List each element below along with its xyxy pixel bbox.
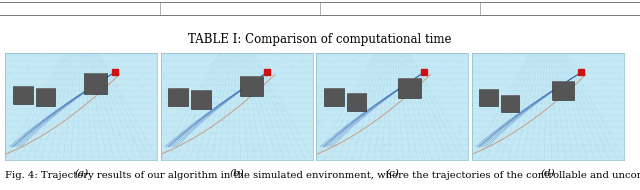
Text: TABLE I: Comparison of computational time: TABLE I: Comparison of computational tim… [188,33,452,46]
Bar [13,86,33,104]
Bar [324,88,344,106]
Text: (b): (b) [230,168,244,177]
Bar [500,95,519,112]
Bar [399,78,421,98]
Bar [191,90,211,108]
Bar [84,73,107,94]
Bar [552,81,573,100]
Bar [347,93,367,111]
Bar [479,89,497,106]
Text: (a): (a) [74,168,88,177]
Text: (d): (d) [541,168,555,177]
Text: Fig. 4: Trajectory results of our algorithm in the simulated environment, where : Fig. 4: Trajectory results of our algori… [5,171,640,180]
Bar [168,88,188,106]
Bar [36,88,56,106]
Bar [240,76,262,96]
Text: (c): (c) [385,168,399,177]
